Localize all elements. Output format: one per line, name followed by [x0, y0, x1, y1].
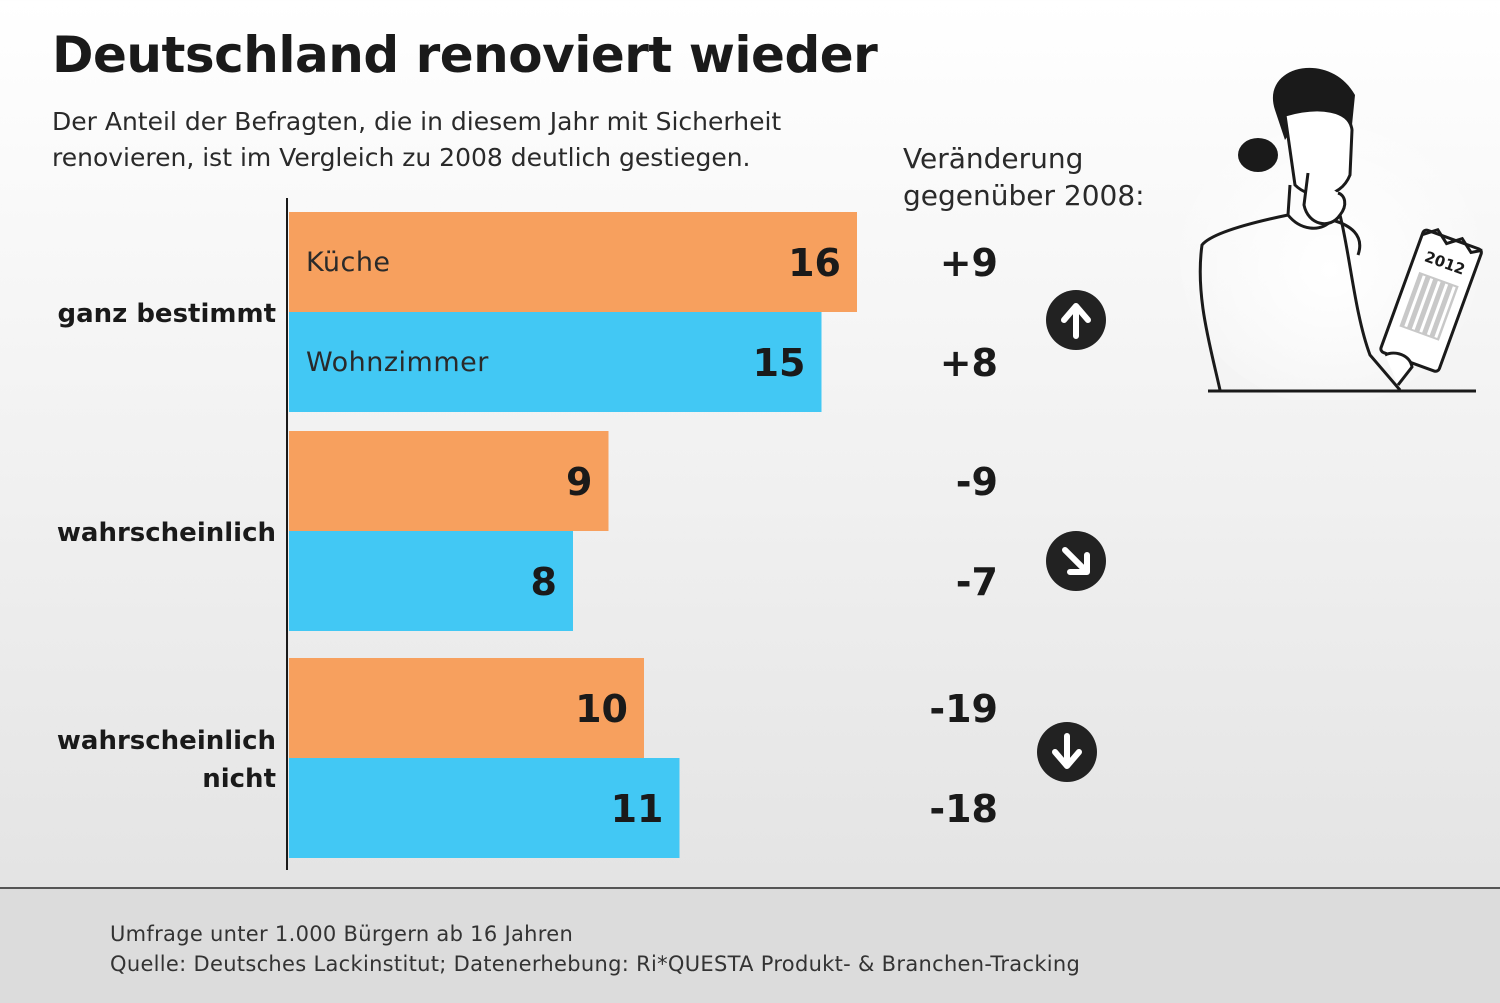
subtitle-line-2: renovieren, ist im Vergleich zu 2008 deu… [52, 143, 751, 172]
subtitle: Der Anteil der Befragten, die in diesem … [52, 104, 852, 176]
bar-wohnzimmer-0 [289, 312, 822, 412]
category-label: nicht [202, 764, 276, 794]
page-title: Deutschland renoviert wieder [52, 26, 878, 84]
arrow-down-right-icon [1046, 531, 1106, 591]
bar-value-label: 8 [531, 560, 557, 604]
footer-text: Umfrage unter 1.000 Bürgern ab 16 Jahren… [110, 919, 1080, 979]
change-label: +9 [940, 241, 998, 285]
bar-wohnzimmer-1 [289, 531, 573, 631]
bar-chart: 16 +9 15 +8 Küche Wohnzimmer ganz bestimmt 9 -9 8… [57, 198, 1106, 870]
bar-value-label: 11 [611, 787, 664, 831]
bar-value-label: 10 [575, 687, 628, 731]
bar-wohnzimmer-2 [289, 758, 680, 858]
subtitle-line-1: Der Anteil der Befragten, die in diesem … [52, 107, 782, 136]
change-label: +8 [940, 341, 998, 385]
category-label: ganz bestimmt [57, 299, 276, 329]
category-label: wahrscheinlich [57, 726, 276, 756]
footer-line-2: Quelle: Deutsches Lackinstitut; Datenerh… [110, 952, 1081, 976]
footer-line-1: Umfrage unter 1.000 Bürgern ab 16 Jahren [110, 922, 574, 946]
bar-value-label: 16 [788, 241, 841, 285]
legend-label-kueche: Küche [306, 247, 391, 278]
arrow-up-icon [1046, 290, 1106, 350]
bar-kueche-1 [289, 431, 609, 531]
bar-value-label: 9 [566, 460, 592, 504]
bar-kueche-2 [289, 658, 644, 758]
change-header-line-1: Veränderung [903, 142, 1084, 175]
woman-thinking-illustration: 2012 [1180, 67, 1483, 400]
change-label: -18 [929, 787, 998, 831]
change-header-line-2: gegenüber 2008: [903, 179, 1145, 212]
footer: Umfrage unter 1.000 Bürgern ab 16 Jahren… [0, 887, 1500, 1003]
bar-kueche-0 [289, 212, 857, 312]
change-label: -9 [956, 460, 998, 504]
change-label: -19 [929, 687, 998, 731]
category-label: wahrscheinlich [57, 518, 276, 548]
change-label: -7 [956, 560, 998, 604]
change-header: Veränderung gegenüber 2008: [903, 140, 1145, 214]
bar-value-label: 15 [753, 341, 806, 385]
arrow-down-icon [1037, 722, 1097, 782]
legend-label-wohnzimmer: Wohnzimmer [306, 347, 489, 378]
